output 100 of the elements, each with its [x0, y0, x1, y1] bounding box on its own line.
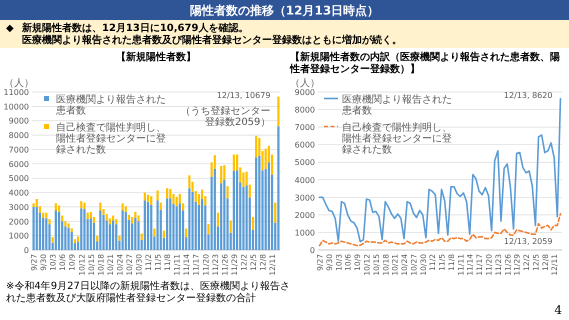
annotation: （うち登録センター登録数2059）: [180, 105, 270, 128]
y-tick-label: 3000: [294, 193, 315, 202]
y-tick-label: 2000: [294, 210, 315, 220]
bar: [166, 188, 168, 198]
bar: [178, 203, 181, 250]
bar: [226, 186, 229, 198]
text: ※令和4年9月27日以降の新規陽性者数は、医療機関より報告された患者数及び大阪府陽性者登録センター登録数の合計: [6, 280, 290, 304]
y-tick-label: 2000: [8, 217, 29, 226]
bar: [200, 199, 204, 250]
y-tick-label: 8000: [8, 131, 29, 140]
bar: [58, 212, 60, 250]
bar: [191, 192, 194, 250]
bar: [144, 192, 146, 200]
bar: [140, 233, 143, 240]
bar: [223, 180, 226, 250]
bar: [150, 196, 152, 205]
bar: [230, 220, 232, 233]
legend-label: 医療機関より報告された患者数: [55, 94, 166, 116]
bar: [216, 212, 220, 226]
y-tick-label: 0: [310, 246, 315, 255]
y-tick-label: 0: [24, 246, 29, 255]
bar: [264, 148, 267, 169]
bar: [52, 237, 54, 243]
text: 医療機関より報告された患者数及び陽性者登録センター登録数はともに増加が続く。: [22, 34, 402, 46]
bar: [45, 218, 48, 250]
bar: [185, 228, 188, 238]
bar: [156, 200, 159, 250]
y-tick-label: 6000: [8, 160, 29, 169]
bar: [223, 165, 226, 180]
y-tick-label: 1000: [294, 228, 315, 238]
bar: [137, 216, 140, 222]
bar: [220, 166, 222, 184]
bar: [146, 202, 150, 250]
chart-title: 【新規陽性者数の内訳（医療機関より報告された患者数、陽性者登録センター登録数）】: [289, 51, 560, 75]
bar: [178, 194, 181, 204]
bar: [150, 204, 152, 250]
bar: [144, 200, 146, 250]
legend-label: 医療機関より報告された患者数: [341, 94, 452, 116]
y-tick-label: 5000: [8, 174, 29, 184]
bar: [80, 201, 82, 208]
bar: [54, 210, 57, 250]
bar: [61, 216, 64, 222]
bar: [115, 219, 118, 224]
bar: [255, 157, 258, 250]
bar: [198, 194, 200, 205]
bar: [160, 202, 162, 210]
bar: [277, 96, 280, 126]
bar: [274, 202, 276, 223]
bar: [122, 210, 124, 250]
bar: [134, 218, 136, 250]
text: 陽性者数の推移（12月13日時点）: [190, 4, 380, 18]
bar: [74, 239, 76, 244]
bar: [166, 198, 168, 250]
y-tick-label: 1000: [8, 232, 29, 241]
bar: [32, 206, 35, 250]
bar: [124, 206, 127, 212]
bar: [86, 212, 89, 220]
text: ◆: [6, 23, 14, 34]
y-axis-title: （人）: [4, 78, 34, 89]
y-tick-label: 9000: [294, 88, 315, 97]
bar: [188, 188, 190, 250]
y-axis-title: （人）: [290, 78, 320, 89]
bar: [146, 194, 150, 202]
y-tick-label: 3000: [8, 202, 29, 212]
bar: [83, 202, 86, 210]
bar: [90, 218, 92, 250]
bar: [277, 126, 280, 250]
legend-label: 自己検査で陽性判明し、陽性者登録センターに登録された数: [56, 122, 166, 156]
bar: [162, 230, 166, 238]
y-tick-label: 4000: [8, 188, 29, 198]
bar: [124, 212, 127, 250]
bar: [92, 222, 96, 250]
bar: [232, 154, 236, 171]
annotation: 12/13, 2059: [504, 237, 552, 246]
y-tick-label: 7000: [8, 145, 29, 154]
y-tick-label: 6000: [294, 140, 315, 150]
y-tick-label: 4000: [294, 176, 315, 185]
bar: [268, 162, 270, 250]
y-tick-label: 11000: [4, 88, 29, 97]
bar: [242, 186, 245, 250]
text: 4: [554, 303, 562, 317]
bar: [220, 183, 222, 250]
bar: [153, 228, 156, 236]
y-tick-label: 5000: [294, 158, 315, 168]
bar: [214, 168, 216, 250]
bar: [169, 198, 172, 250]
bar: [176, 206, 178, 250]
bar: [108, 224, 112, 250]
y-tick-label: 9000: [8, 116, 29, 126]
bar: [255, 136, 258, 158]
bar: [54, 203, 57, 210]
bar: [99, 210, 102, 250]
annotation: 12/13, 8620: [504, 91, 552, 100]
bar: [258, 156, 260, 250]
legend-label: 自己検査で陽性判明し、陽性者登録センターに登録された数: [342, 122, 452, 156]
bar: [236, 170, 238, 250]
bar: [176, 196, 178, 206]
bar: [246, 185, 248, 250]
y-tick-label: 8000: [294, 106, 315, 115]
bar: [115, 224, 118, 250]
